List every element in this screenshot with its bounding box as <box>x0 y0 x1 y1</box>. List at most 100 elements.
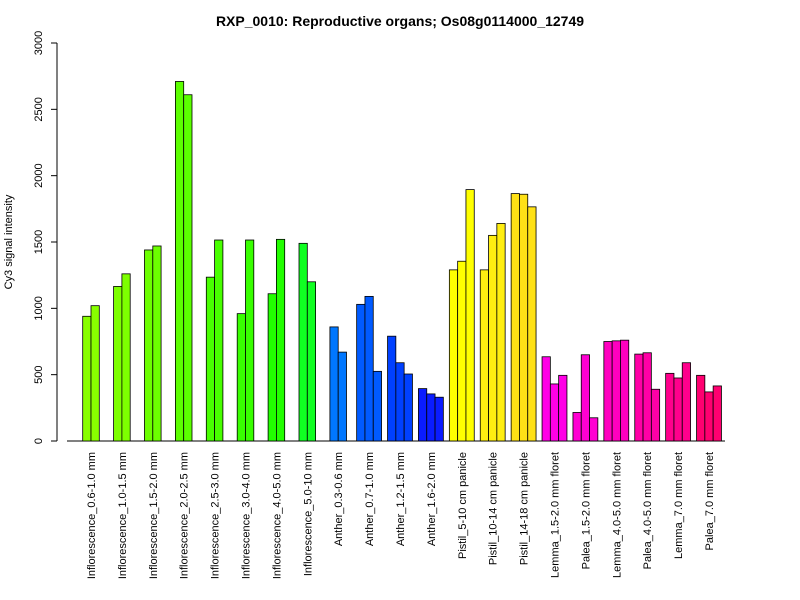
x-tick-label: Anther_1.6-2.0 mm <box>426 452 438 546</box>
bar <box>90 305 100 442</box>
bar <box>152 245 162 442</box>
bar <box>174 81 185 442</box>
bar-group <box>572 354 599 442</box>
bar <box>510 193 520 442</box>
bar <box>620 339 630 442</box>
bar <box>479 269 489 442</box>
bar <box>387 335 397 442</box>
bar <box>356 303 366 442</box>
bar-group <box>479 223 506 442</box>
x-tick-label: Inflorescence_2.5-3.0 mm <box>210 452 222 579</box>
bar-group <box>696 374 722 442</box>
x-tick-label: Anther_0.7-1.0 mm <box>364 452 376 546</box>
bar <box>611 340 621 442</box>
bar <box>572 412 582 442</box>
x-tick-label: Inflorescence_5.0-10 mm <box>302 452 314 576</box>
bar <box>519 193 529 442</box>
x-tick-label: Inflorescence_3.0-4.0 mm <box>241 452 253 579</box>
bar-group <box>603 339 630 442</box>
bar <box>673 377 683 442</box>
bar-group <box>418 388 444 442</box>
bar <box>603 341 613 442</box>
bar <box>144 249 154 442</box>
y-tick-label: 2500 <box>33 97 45 121</box>
y-tick-label: 500 <box>33 365 45 383</box>
bar <box>696 374 706 442</box>
x-tick-label: Inflorescence_0.6-1.0 mm <box>86 452 98 579</box>
bar-group <box>510 193 537 442</box>
x-tick-label: Inflorescence_4.0-5.0 mm <box>271 452 283 579</box>
bar <box>426 393 436 442</box>
bar <box>245 239 255 442</box>
bar <box>448 269 459 442</box>
bar <box>665 372 675 442</box>
bar-group <box>205 239 224 442</box>
bar <box>558 374 568 442</box>
bar <box>82 315 92 442</box>
x-tick-label: Palea_4.0-5.0 mm floret <box>642 452 654 569</box>
bar <box>205 276 216 442</box>
x-tick-label: Pistil_5-10 cm panicle <box>457 452 469 559</box>
bar <box>183 94 193 442</box>
bar-group <box>356 295 382 442</box>
chart-title: RXP_0010: Reproductive organs; Os08g0114… <box>216 13 584 29</box>
x-tick-label: Lemma_1.5-2.0 mm floret <box>550 452 562 578</box>
x-tick-label: Anther_0.3-0.6 mm <box>333 452 345 546</box>
x-tick-label: Pistil_14-18 cm panicle <box>519 452 531 565</box>
bar <box>113 286 123 442</box>
y-tick-label: 1500 <box>33 230 45 254</box>
bar <box>634 353 644 442</box>
x-tick-label: Pistil_10-14 cm panicle <box>488 452 500 565</box>
bar <box>275 238 286 442</box>
bars <box>82 81 722 442</box>
bar <box>434 396 444 442</box>
bar-group <box>82 305 100 442</box>
bar-group <box>387 335 413 442</box>
bar <box>488 234 498 442</box>
bar <box>236 313 246 442</box>
y-tick-label: 3000 <box>33 31 45 55</box>
bar <box>364 295 374 442</box>
bar-group <box>329 326 347 442</box>
bar-group <box>448 189 475 442</box>
bar <box>496 223 506 442</box>
bar <box>465 189 475 442</box>
bar-group <box>144 245 162 442</box>
x-tick-label: Inflorescence_1.0-1.5 mm <box>117 452 129 579</box>
bar <box>681 362 691 442</box>
bar-group <box>174 81 193 442</box>
bar <box>712 385 722 442</box>
bar-group <box>113 273 131 442</box>
bar-group <box>267 238 286 442</box>
y-axis: 0 500 1000 1500 2000 2500 3000 <box>33 31 58 444</box>
y-axis-label: Cy3 signal intensity <box>3 194 15 289</box>
bar-group <box>236 239 255 442</box>
x-tick-label: Inflorescence_1.5-2.0 mm <box>148 452 160 579</box>
bar <box>642 352 652 442</box>
y-tick-label: 1000 <box>33 296 45 320</box>
x-tick-label: Lemma_7.0 mm floret <box>673 452 685 559</box>
bar <box>337 351 347 442</box>
bar-group <box>298 242 316 442</box>
bar <box>214 239 224 442</box>
bar <box>306 281 316 442</box>
bar <box>403 373 413 442</box>
bar <box>704 391 714 442</box>
x-tick-labels: Inflorescence_0.6-1.0 mm Inflorescence_1.… <box>86 452 716 579</box>
bar <box>298 242 308 442</box>
bar <box>372 370 382 442</box>
bar <box>395 362 405 442</box>
bar-group <box>634 352 661 442</box>
x-tick-label: Lemma_4.0-5.0 mm floret <box>611 452 623 578</box>
y-tick-label: 2000 <box>33 163 45 187</box>
bar <box>589 417 599 442</box>
bar <box>527 206 537 442</box>
x-tick-label: Palea_1.5-2.0 mm floret <box>580 452 592 569</box>
bar <box>457 260 467 442</box>
bar <box>418 388 428 442</box>
bar <box>121 273 131 442</box>
bar <box>650 388 661 442</box>
x-tick-label: Anther_1.2-1.5 mm <box>395 452 407 546</box>
y-tick-label: 0 <box>33 438 45 444</box>
